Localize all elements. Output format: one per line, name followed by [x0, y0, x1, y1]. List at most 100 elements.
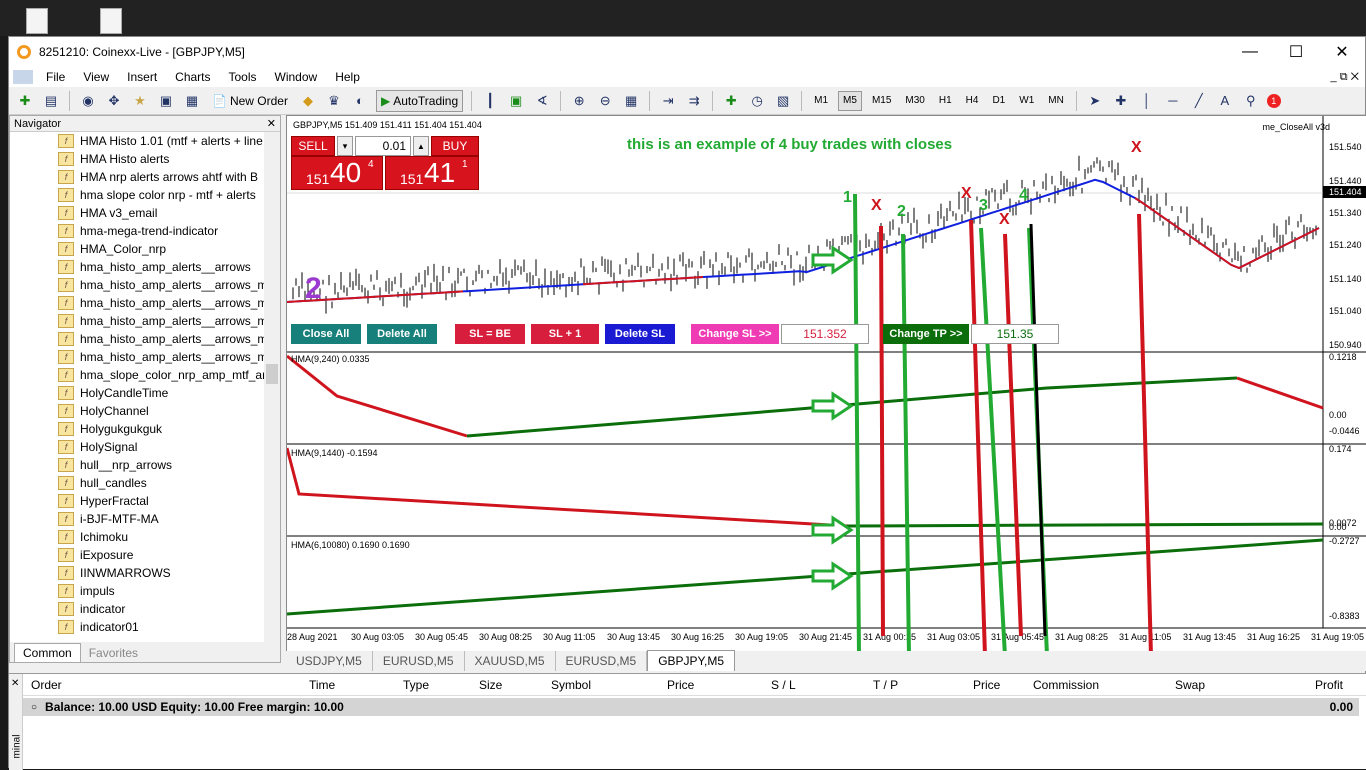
notification-badge[interactable]: 1	[1266, 93, 1281, 108]
indicator-item[interactable]: f hma_histo_amp_alerts__arrows	[10, 258, 265, 276]
indicator-item[interactable]: f hma_histo_amp_alerts__arrows_mt	[10, 330, 265, 348]
market-watch-icon[interactable]: ◉	[82, 92, 94, 108]
indicator-item[interactable]: f HMA v3_email	[10, 204, 265, 222]
desktop-file-icon[interactable]	[26, 8, 48, 34]
indicator-item[interactable]: f hma_histo_amp_alerts__arrows_mt	[10, 276, 265, 294]
templates-icon[interactable]: ▧	[776, 92, 790, 108]
timeframe-m15[interactable]: M15	[871, 95, 892, 106]
navigator-icon[interactable]: ★	[134, 92, 146, 108]
balance-row[interactable]: ○ Balance: 10.00 USD Equity: 10.00 Free …	[23, 698, 1359, 716]
candlestick-icon[interactable]: ▣	[509, 92, 523, 108]
maximize-icon[interactable]: ☐	[1288, 44, 1304, 61]
close-icon[interactable]: ✕	[266, 118, 276, 130]
tile-windows-icon[interactable]: ▦	[624, 92, 638, 108]
metaeditor-icon[interactable]: ◆	[302, 92, 313, 108]
text-tool-icon[interactable]: A	[1220, 93, 1230, 108]
indicator-item[interactable]: f IINWMARROWS	[10, 564, 265, 582]
indicator-item[interactable]: f indicator01	[10, 618, 265, 636]
col-profit[interactable]: Profit	[1315, 677, 1344, 692]
mdi-controls[interactable]: _ ⧉ ✕	[1330, 70, 1359, 83]
menu-tools[interactable]: Tools	[228, 70, 257, 84]
horizontal-line-icon[interactable]: ─	[1168, 93, 1178, 108]
indicator-item[interactable]: f HolyChannel	[10, 402, 265, 420]
delete-sl-button[interactable]: Delete SL	[605, 324, 675, 344]
indicators-icon[interactable]: ✚	[725, 92, 737, 108]
indicator-item[interactable]: f hma_histo_amp_alerts__arrows_mt	[10, 348, 265, 366]
col-tp[interactable]: T / P	[873, 677, 899, 692]
autoscroll-icon[interactable]: ⇉	[688, 92, 700, 108]
tab-favorites[interactable]: Favorites	[88, 646, 139, 660]
ask-price-display[interactable]: 151 41 1	[385, 156, 479, 190]
lot-stepper-icon[interactable]: ▲	[413, 136, 429, 156]
profiles-icon[interactable]: ▤	[44, 92, 58, 108]
bar-chart-icon[interactable]: ┃	[486, 92, 495, 108]
signals-icon[interactable]: ♛	[328, 92, 340, 108]
indicator-item[interactable]: f hma slope color nrp - mtf + alerts	[10, 186, 265, 204]
col-type[interactable]: Type	[403, 677, 430, 692]
autotrading-button[interactable]: ▶ AutoTrading	[375, 89, 464, 112]
menu-window[interactable]: Window	[274, 70, 318, 84]
desktop-file-icon[interactable]	[100, 8, 122, 34]
close-icon[interactable]: ✕	[11, 678, 20, 689]
vertical-line-icon[interactable]: │	[1142, 93, 1151, 108]
col-swap[interactable]: Swap	[1175, 677, 1206, 692]
col-commission[interactable]: Commission	[1033, 677, 1100, 692]
indicator-item[interactable]: f indicator	[10, 600, 265, 618]
indicator-item[interactable]: f HyperFractal	[10, 492, 265, 510]
sl-plus-one-button[interactable]: SL + 1	[531, 324, 599, 344]
delete-all-button[interactable]: Delete All	[367, 324, 437, 344]
menu-view[interactable]: View	[83, 70, 110, 84]
indicator-item[interactable]: f HolySignal	[10, 438, 265, 456]
timeframe-m1[interactable]: M1	[814, 95, 829, 106]
buy-button[interactable]: BUY	[431, 136, 479, 156]
indicator-item[interactable]: f HMA_Color_nrp	[10, 240, 265, 258]
scrollbar-thumb[interactable]	[266, 364, 278, 384]
timeframe-mn[interactable]: MN	[1048, 95, 1064, 106]
change-tp-button[interactable]: Change TP >>	[883, 324, 969, 344]
menu-insert[interactable]: Insert	[127, 70, 158, 84]
indicator-item[interactable]: f hma_slope_color_nrp_amp_mtf_ar	[10, 366, 265, 384]
bid-price-display[interactable]: 151 40 4	[291, 156, 383, 190]
timeframe-h1[interactable]: H1	[938, 95, 952, 106]
tp-value-input[interactable]: 151.35	[971, 324, 1059, 344]
timeframe-d1[interactable]: D1	[992, 95, 1006, 106]
col-price[interactable]: Price	[667, 677, 695, 692]
timeframe-m5[interactable]: M5	[838, 90, 862, 111]
col-size[interactable]: Size	[479, 677, 503, 692]
tab-gbpjpy[interactable]: GBPJPY,M5	[647, 650, 736, 671]
market-icon[interactable]: ◐	[356, 93, 364, 108]
col-time[interactable]: Time	[309, 677, 336, 692]
timeframe-m30[interactable]: M30	[905, 95, 925, 106]
indicator-item[interactable]: f impuls	[10, 582, 265, 600]
close-all-button[interactable]: Close All	[291, 324, 361, 344]
indicator-item[interactable]: f hma_histo_amp_alerts__arrows_mt	[10, 312, 265, 330]
zoom-in-icon[interactable]: ⊕	[573, 92, 585, 108]
indicator-item[interactable]: f hma-mega-trend-indicator	[10, 222, 265, 240]
menu-charts[interactable]: Charts	[175, 70, 211, 84]
terminal-icon[interactable]: ▣	[159, 92, 173, 108]
change-sl-button[interactable]: Change SL >>	[691, 324, 779, 344]
tab-xauusd[interactable]: XAUUSD,M5	[465, 651, 556, 671]
line-chart-icon[interactable]: ∢	[536, 92, 548, 108]
indicator-item[interactable]: f Holygukgukguk	[10, 420, 265, 438]
indicator-item[interactable]: f HMA nrp alerts arrows ahtf with B	[10, 168, 265, 186]
zoom-out-icon[interactable]: ⊖	[599, 92, 611, 108]
sell-button[interactable]: SELL	[291, 136, 335, 156]
minimize-icon[interactable]: —	[1242, 43, 1258, 60]
indicator-item[interactable]: f hull__nrp_arrows	[10, 456, 265, 474]
lot-dropdown-icon[interactable]: ▾	[337, 136, 353, 156]
new-chart-icon[interactable]: ✚	[19, 92, 31, 108]
menu-help[interactable]: Help	[335, 70, 360, 84]
crosshair-icon[interactable]: ✚	[1115, 92, 1127, 108]
indicator-item[interactable]: f hull_candles	[10, 474, 265, 492]
indicator-item[interactable]: f iExposure	[10, 546, 265, 564]
search-icon[interactable]: ⚲	[1246, 92, 1256, 108]
tab-eurusd-2[interactable]: EURUSD,M5	[556, 651, 648, 671]
chart-shift-icon[interactable]: ⇥	[662, 92, 674, 108]
col-symbol[interactable]: Symbol	[551, 677, 592, 692]
new-order-button[interactable]: 📄 New Order	[208, 90, 292, 112]
indicator-item[interactable]: f HolyCandleTime	[10, 384, 265, 402]
indicator-item[interactable]: f Ichimoku	[10, 528, 265, 546]
